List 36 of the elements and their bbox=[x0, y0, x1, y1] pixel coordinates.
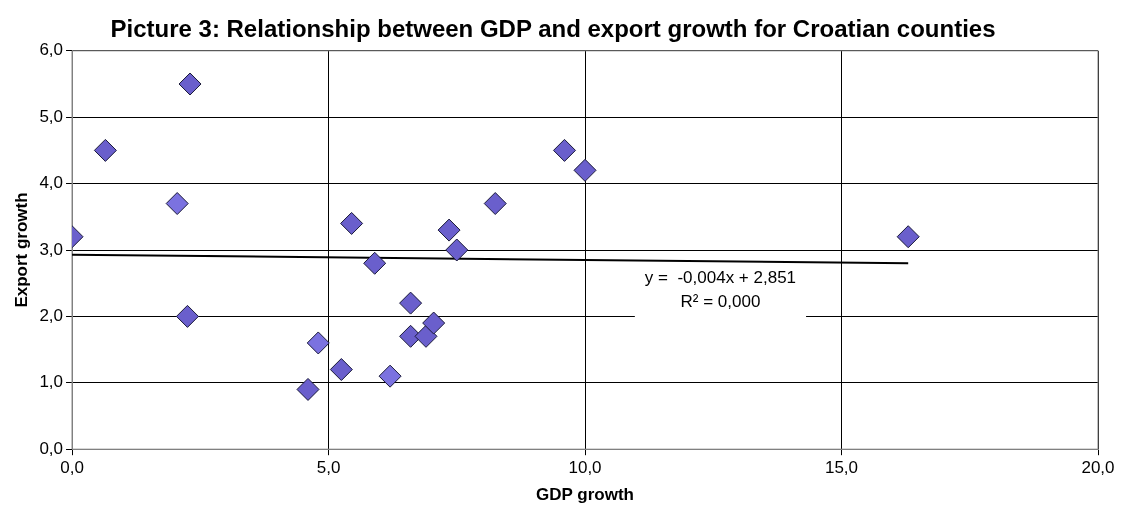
point bbox=[483, 192, 507, 216]
y-tick-label: 4,0 bbox=[39, 173, 64, 193]
point bbox=[445, 238, 469, 262]
point bbox=[178, 72, 202, 96]
y-tick-label: 6,0 bbox=[39, 40, 64, 60]
point bbox=[422, 311, 446, 335]
y-tick-label: 3,0 bbox=[39, 239, 64, 259]
y-tick-label: 1,0 bbox=[39, 372, 64, 392]
point bbox=[414, 324, 438, 348]
point bbox=[896, 225, 920, 249]
y-axis-title: Export growth bbox=[11, 192, 31, 308]
point bbox=[437, 218, 461, 242]
chart-title: Picture 3: Relationship between GDP and export growth for Croatian counties bbox=[110, 15, 996, 43]
point bbox=[165, 192, 189, 216]
point bbox=[553, 138, 576, 162]
annotation: y = -0,004x + 2,851 bbox=[644, 267, 797, 287]
x-tick-label: 0,0 bbox=[60, 458, 84, 478]
point bbox=[296, 377, 320, 401]
x-tick-label: 15,0 bbox=[824, 458, 859, 478]
point bbox=[340, 211, 364, 235]
x-tick-label: 5,0 bbox=[316, 458, 341, 478]
annotation: R² = 0,000 bbox=[680, 291, 761, 311]
point bbox=[378, 364, 402, 388]
x-tick-label: 10,0 bbox=[568, 458, 602, 478]
y-tick-label: 2,0 bbox=[39, 306, 64, 326]
point bbox=[573, 158, 597, 182]
point bbox=[175, 304, 199, 328]
x-axis-title: GDP growth bbox=[536, 485, 634, 505]
x-tick-label: 20,0 bbox=[1081, 458, 1115, 478]
point bbox=[93, 138, 117, 162]
point bbox=[399, 291, 423, 315]
point bbox=[306, 331, 330, 355]
point bbox=[329, 358, 353, 382]
y-tick-label: 5,0 bbox=[39, 106, 64, 126]
point bbox=[363, 251, 387, 275]
y-tick-label: 0,0 bbox=[39, 438, 64, 458]
